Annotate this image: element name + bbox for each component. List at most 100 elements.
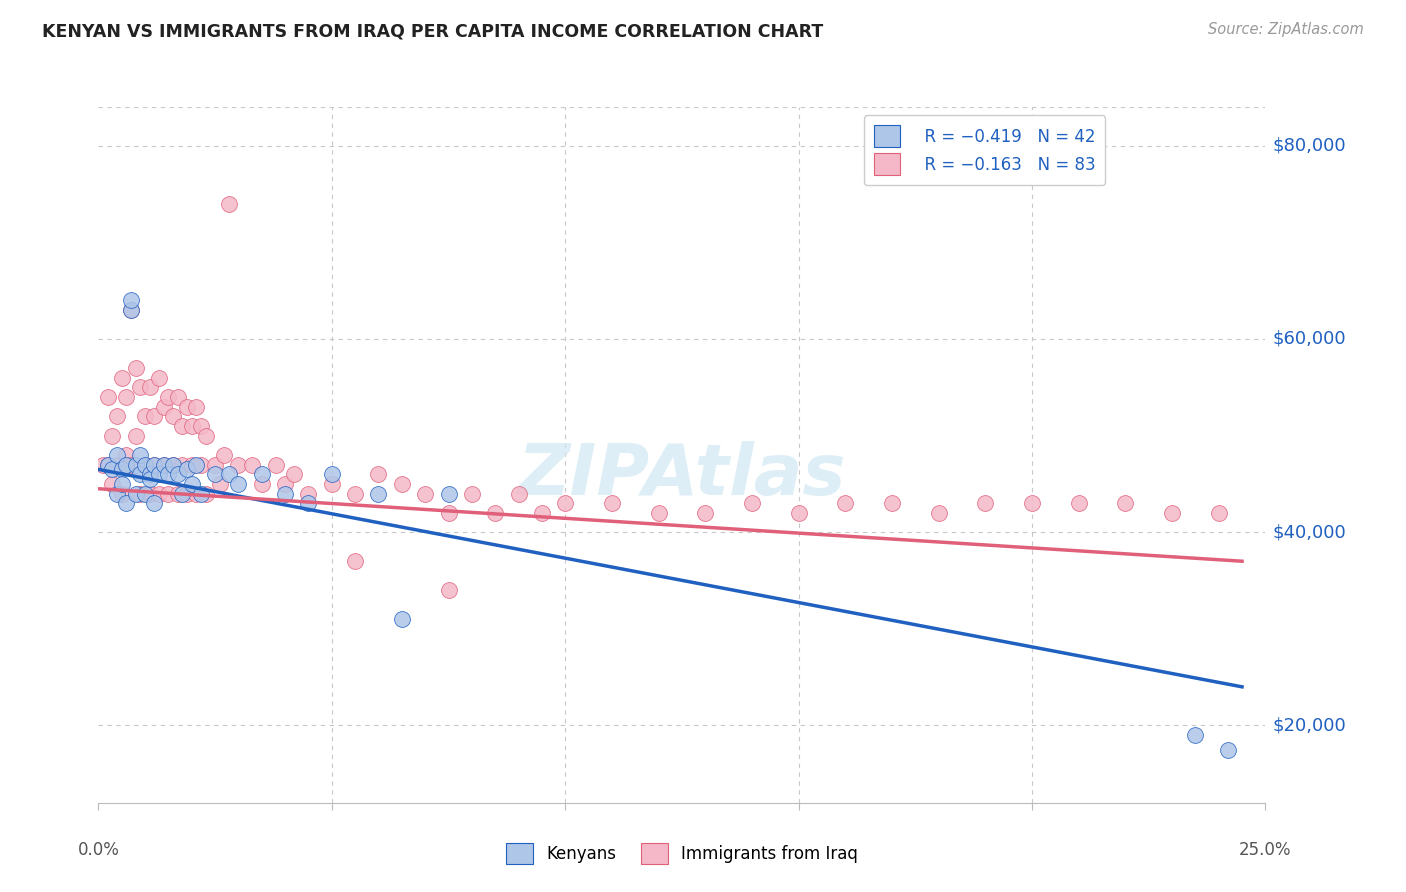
- Text: ZIPAtlas: ZIPAtlas: [517, 442, 846, 510]
- Text: $80,000: $80,000: [1272, 136, 1346, 154]
- Point: [111, 476, 134, 491]
- Point: [928, 506, 950, 520]
- Point: [105, 486, 128, 500]
- Point: [101, 428, 124, 442]
- Point: [186, 400, 208, 414]
- Point: [190, 458, 212, 472]
- Point: [157, 467, 180, 482]
- Text: $20,000: $20,000: [1272, 716, 1346, 734]
- Point: [190, 486, 212, 500]
- Point: [176, 486, 198, 500]
- Point: [242, 458, 264, 472]
- Point: [125, 361, 148, 376]
- Legend: Kenyans, Immigrants from Iraq: Kenyans, Immigrants from Iraq: [499, 837, 865, 871]
- Point: [344, 486, 367, 500]
- Point: [250, 476, 273, 491]
- Point: [1208, 506, 1230, 520]
- Point: [111, 370, 134, 384]
- Point: [134, 486, 156, 500]
- Point: [134, 458, 156, 472]
- Point: [274, 486, 297, 500]
- Point: [166, 486, 188, 500]
- Point: [297, 486, 319, 500]
- Point: [264, 458, 287, 472]
- Text: KENYAN VS IMMIGRANTS FROM IRAQ PER CAPITA INCOME CORRELATION CHART: KENYAN VS IMMIGRANTS FROM IRAQ PER CAPIT…: [42, 22, 824, 40]
- Point: [139, 472, 162, 486]
- Point: [208, 476, 231, 491]
- Point: [176, 400, 198, 414]
- Point: [152, 458, 174, 472]
- Point: [105, 448, 128, 462]
- Point: [143, 496, 166, 510]
- Point: [129, 486, 152, 500]
- Point: [228, 476, 250, 491]
- Point: [152, 458, 174, 472]
- Point: [214, 448, 236, 462]
- Point: [787, 506, 810, 520]
- Point: [391, 476, 413, 491]
- Point: [1067, 496, 1090, 510]
- Point: [194, 428, 217, 442]
- Point: [129, 467, 152, 482]
- Point: [139, 486, 162, 500]
- Point: [105, 409, 128, 424]
- Point: [250, 467, 273, 482]
- Point: [437, 506, 460, 520]
- Text: $60,000: $60,000: [1272, 330, 1346, 348]
- Point: [134, 409, 156, 424]
- Point: [115, 458, 138, 472]
- Point: [101, 476, 124, 491]
- Point: [190, 419, 212, 434]
- Point: [437, 486, 460, 500]
- Point: [180, 419, 202, 434]
- Point: [228, 458, 250, 472]
- Point: [695, 506, 717, 520]
- Point: [120, 303, 142, 318]
- Point: [1216, 742, 1239, 756]
- Point: [180, 458, 202, 472]
- Point: [162, 458, 184, 472]
- Point: [344, 554, 367, 568]
- Point: [115, 448, 138, 462]
- Point: [413, 486, 436, 500]
- Point: [97, 458, 120, 472]
- Point: [367, 486, 389, 500]
- Point: [143, 409, 166, 424]
- Point: [194, 486, 217, 500]
- Point: [162, 458, 184, 472]
- Point: [186, 458, 208, 472]
- Point: [111, 486, 134, 500]
- Point: [180, 476, 202, 491]
- Point: [1114, 496, 1136, 510]
- Point: [1184, 728, 1206, 742]
- Point: [115, 390, 138, 404]
- Point: [134, 458, 156, 472]
- Point: [120, 293, 142, 308]
- Text: 0.0%: 0.0%: [77, 841, 120, 860]
- Point: [461, 486, 484, 500]
- Point: [157, 390, 180, 404]
- Point: [1021, 496, 1043, 510]
- Text: $40,000: $40,000: [1272, 524, 1346, 541]
- Point: [148, 467, 170, 482]
- Point: [186, 486, 208, 500]
- Point: [204, 458, 226, 472]
- Point: [741, 496, 763, 510]
- Point: [218, 467, 240, 482]
- Text: Source: ZipAtlas.com: Source: ZipAtlas.com: [1208, 22, 1364, 37]
- Point: [367, 467, 389, 482]
- Point: [554, 496, 576, 510]
- Point: [139, 380, 162, 394]
- Point: [204, 467, 226, 482]
- Point: [125, 458, 148, 472]
- Point: [152, 400, 174, 414]
- Point: [508, 486, 530, 500]
- Point: [120, 303, 142, 318]
- Point: [600, 496, 623, 510]
- Point: [176, 462, 198, 476]
- Point: [129, 448, 152, 462]
- Point: [139, 467, 162, 482]
- Point: [834, 496, 856, 510]
- Point: [1161, 506, 1184, 520]
- Point: [143, 458, 166, 472]
